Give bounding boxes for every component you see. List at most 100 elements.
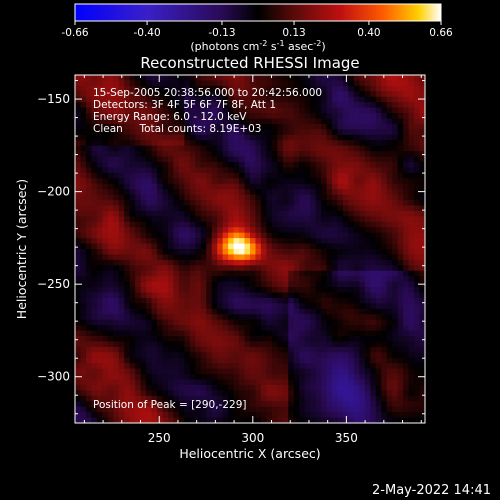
heatmap-cell [277, 238, 284, 244]
heatmap-cell [107, 210, 114, 217]
heatmap-cell [206, 412, 213, 418]
heatmap-cell [260, 395, 267, 402]
heatmap-cell [124, 417, 131, 423]
heatmap-cell [397, 308, 404, 315]
heatmap-cell [359, 96, 366, 103]
heatmap-cell [135, 303, 142, 310]
heatmap-cell [135, 129, 142, 136]
heatmap-cell [96, 265, 103, 272]
heatmap-cell [310, 314, 317, 321]
heatmap-cell [118, 91, 125, 98]
heatmap-cell [239, 156, 245, 163]
heatmap-cell [375, 363, 382, 370]
heatmap-cell [217, 238, 224, 244]
heatmap-cell [260, 205, 267, 212]
heatmap-cell [228, 384, 234, 391]
heatmap-cell [304, 129, 311, 136]
heatmap-cell [370, 140, 377, 147]
heatmap-cell [96, 281, 103, 288]
heatmap-cell [91, 314, 98, 321]
heatmap-cell [80, 151, 87, 157]
heatmap-cell [304, 341, 311, 348]
heatmap-cell [321, 303, 327, 310]
heatmap-cell [271, 178, 278, 185]
heatmap-cell [118, 374, 125, 380]
heatmap-cell [260, 216, 267, 223]
heatmap-cell [321, 401, 327, 408]
heatmap-cell [217, 75, 224, 81]
heatmap-cell [337, 287, 344, 293]
heatmap-cell [162, 254, 169, 261]
heatmap-cell [375, 156, 382, 163]
heatmap-cell [332, 390, 338, 397]
heatmap-cell [392, 243, 399, 250]
heatmap-cell [151, 384, 158, 391]
heatmap-cell [113, 178, 120, 185]
heatmap-cell [135, 412, 142, 418]
heatmap-cell [315, 363, 322, 370]
heatmap-cell [255, 406, 262, 413]
heatmap-cell [91, 102, 98, 109]
heatmap-cell [403, 346, 409, 353]
heatmap-cell [113, 352, 120, 359]
heatmap-cell [189, 162, 196, 168]
heatmap-cell [222, 336, 229, 342]
heatmap-cell [408, 259, 415, 266]
heatmap-cell [381, 281, 388, 288]
heatmap-cell [233, 194, 240, 201]
heatmap-cell [239, 134, 245, 141]
heatmap-cell [403, 417, 409, 423]
heatmap-cell [260, 412, 267, 418]
heatmap-cell [414, 368, 420, 375]
heatmap-cell [167, 162, 174, 168]
heatmap-cell [167, 123, 174, 130]
heatmap-cell [403, 162, 409, 168]
heatmap-cell [364, 325, 371, 331]
heatmap-cell [408, 406, 415, 413]
heatmap-cell [244, 297, 251, 304]
heatmap-cell [162, 216, 169, 223]
heatmap-cell [200, 259, 207, 266]
heatmap-cell [288, 85, 295, 92]
heatmap-cell [255, 254, 262, 261]
heatmap-cell [75, 330, 81, 337]
heatmap-cell [200, 183, 207, 190]
heatmap-cell [364, 172, 371, 179]
heatmap-cell [113, 363, 120, 370]
heatmap-cell [75, 265, 81, 272]
heatmap-cell [233, 357, 240, 364]
heatmap-cell [386, 395, 393, 402]
heatmap-cell [414, 292, 420, 299]
heatmap-cell [151, 167, 158, 174]
heatmap-cell [228, 292, 234, 299]
heatmap-cell [310, 281, 317, 288]
heatmap-cell [129, 238, 136, 244]
heatmap-cell [342, 129, 349, 136]
heatmap-cell [195, 156, 202, 163]
heatmap-cell [310, 91, 317, 98]
heatmap-cell [146, 336, 152, 342]
heatmap-cell [211, 406, 218, 413]
heatmap-cell [96, 118, 103, 125]
heatmap-cell [157, 276, 163, 283]
heatmap-cell [359, 308, 366, 315]
heatmap-cell [271, 205, 278, 212]
heatmap-cell [239, 205, 245, 212]
heatmap-cell [392, 140, 399, 147]
heatmap-cell [113, 216, 120, 223]
heatmap-cell [96, 412, 103, 418]
heatmap-cell [80, 156, 87, 163]
heatmap-cell [386, 102, 393, 109]
heatmap-cell [200, 379, 207, 386]
heatmap-cell [167, 91, 174, 98]
heatmap-cell [386, 243, 393, 250]
heatmap-cell [271, 200, 278, 206]
heatmap-cell [80, 363, 87, 370]
heatmap-cell [315, 107, 322, 114]
heatmap-cell [91, 107, 98, 114]
heatmap-cell [370, 118, 377, 125]
heatmap-cell [348, 341, 355, 348]
heatmap-cell [386, 292, 393, 299]
heatmap-cell [277, 156, 284, 163]
heatmap-cell [277, 319, 284, 326]
